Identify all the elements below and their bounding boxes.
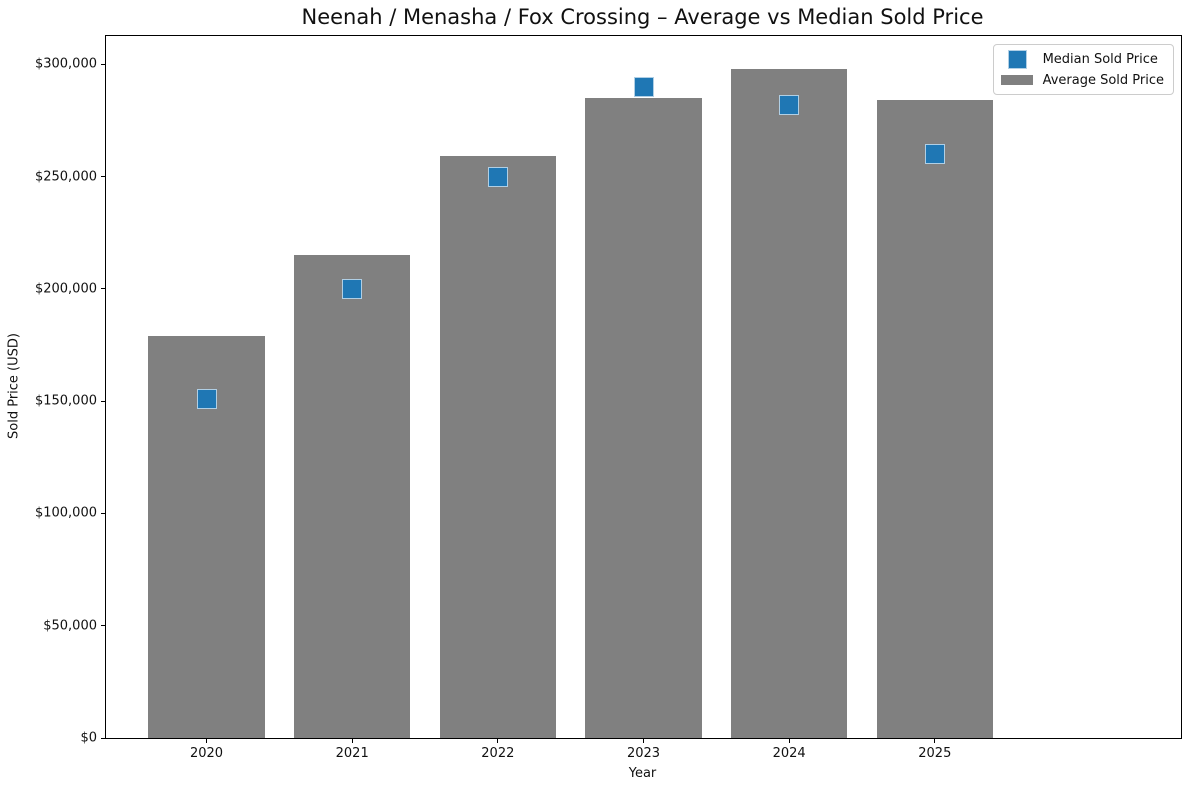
y-tick-label: $150,000	[34, 393, 97, 409]
median-marker-2025	[924, 144, 945, 165]
x-tick-label-2021: 2021	[335, 746, 369, 761]
x-tick-label-2023: 2023	[626, 746, 661, 761]
y-tick-label: $100,000	[34, 505, 97, 521]
y-tick-mark	[101, 737, 106, 739]
median-marker-2023	[633, 76, 654, 97]
median-swatch-icon	[1007, 49, 1027, 69]
y-tick-label: $50,000	[43, 618, 97, 634]
median-marker-2022	[487, 166, 508, 187]
median-marker-2021	[342, 278, 363, 299]
legend-item-median: Median Sold Price	[1001, 49, 1164, 69]
chart-title: Neenah / Menasha / Fox Crossing – Averag…	[301, 5, 984, 29]
median-marker-2020	[196, 388, 217, 409]
y-tick-label: $250,000	[34, 169, 97, 185]
y-tick-mark	[101, 63, 106, 65]
y-tick-mark	[101, 512, 106, 514]
y-tick-mark	[101, 288, 106, 290]
y-axis-label: Sold Price (USD)	[6, 333, 22, 439]
y-tick-label: $300,000	[34, 56, 97, 72]
x-tick-label-2022: 2022	[481, 746, 515, 761]
x-tick-label-2025: 2025	[918, 746, 952, 761]
x-tick-mark	[643, 738, 644, 743]
average-bar-2024	[730, 68, 848, 738]
y-tick-label: $0	[80, 730, 97, 746]
average-bar-2023	[585, 97, 702, 738]
legend-label-median: Median Sold Price	[1042, 51, 1158, 67]
x-axis-label: Year	[628, 766, 657, 781]
y-tick-mark	[101, 400, 106, 402]
x-tick-mark	[934, 738, 936, 743]
plot-area: Median Sold Price Average Sold Price $0 $…	[35, 35, 1182, 761]
x-tick-label-2020: 2020	[189, 746, 224, 761]
x-tick-mark	[497, 738, 499, 743]
y-tick-mark	[101, 625, 106, 627]
x-tick-mark	[206, 738, 207, 743]
x-tick-mark	[351, 738, 353, 743]
average-bar-2022	[439, 156, 557, 738]
legend-item-average: Average Sold Price	[1000, 70, 1164, 90]
legend: Median Sold Price Average Sold Price	[992, 44, 1174, 95]
y-tick-mark	[101, 176, 106, 178]
x-tick-mark	[788, 738, 790, 743]
legend-label-average: Average Sold Price	[1042, 72, 1164, 88]
average-bar-2025	[876, 100, 994, 738]
average-swatch-icon	[1000, 75, 1033, 85]
x-tick-label-2024: 2024	[772, 746, 806, 761]
average-bar-2021	[293, 255, 411, 738]
y-tick-label: $200,000	[34, 281, 97, 297]
median-marker-2024	[779, 94, 800, 115]
